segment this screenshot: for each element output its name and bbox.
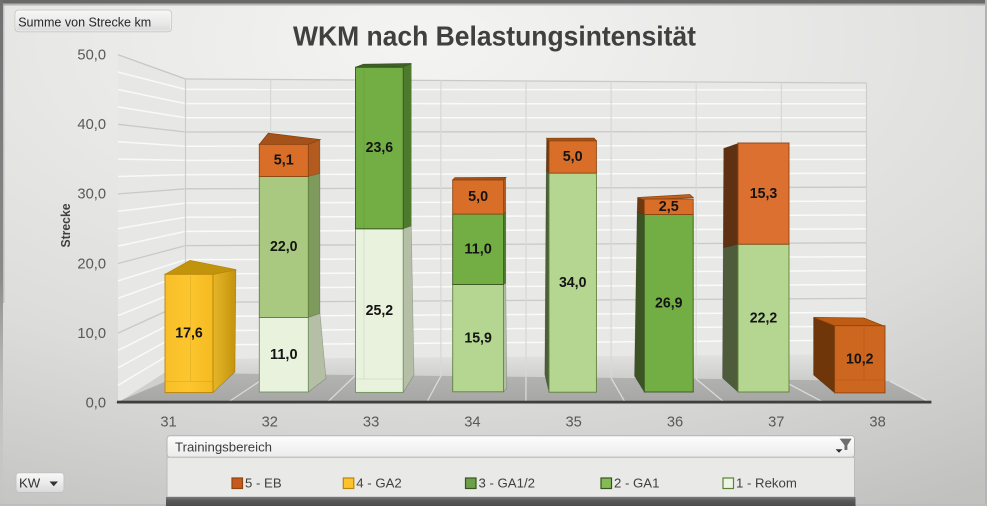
svg-text:32: 32 (262, 414, 278, 430)
svg-text:22,2: 22,2 (750, 309, 778, 326)
svg-text:35: 35 (566, 414, 582, 430)
svg-text:WKM nach Belastungsintensität: WKM nach Belastungsintensität (293, 21, 696, 52)
svg-text:KW: KW (19, 476, 41, 491)
svg-text:26,9: 26,9 (655, 294, 683, 311)
svg-text:40,0: 40,0 (77, 117, 106, 133)
svg-text:25,2: 25,2 (366, 302, 394, 319)
svg-text:2 - GA1: 2 - GA1 (614, 476, 659, 491)
svg-text:1 - Rekom: 1 - Rekom (736, 476, 797, 491)
svg-text:20,0: 20,0 (77, 256, 106, 272)
svg-text:10,2: 10,2 (846, 351, 874, 368)
svg-text:34,0: 34,0 (559, 274, 587, 291)
svg-text:37: 37 (768, 414, 784, 430)
svg-text:15,9: 15,9 (464, 329, 492, 346)
svg-text:4 - GA2: 4 - GA2 (356, 476, 401, 491)
svg-text:36: 36 (667, 414, 683, 430)
svg-text:50,0: 50,0 (77, 48, 106, 64)
svg-text:5,0: 5,0 (563, 148, 583, 165)
svg-text:22,0: 22,0 (270, 238, 298, 255)
svg-text:5,1: 5,1 (274, 152, 294, 169)
svg-text:Strecke: Strecke (58, 204, 73, 248)
svg-text:15,3: 15,3 (750, 185, 778, 202)
svg-text:2,5: 2,5 (659, 198, 679, 215)
svg-text:0,0: 0,0 (86, 396, 106, 412)
svg-text:11,0: 11,0 (464, 241, 492, 258)
svg-text:Trainingsbereich: Trainingsbereich (175, 439, 272, 454)
svg-text:38: 38 (869, 414, 885, 430)
svg-text:34: 34 (464, 414, 480, 430)
svg-text:3 - GA1/2: 3 - GA1/2 (479, 476, 535, 491)
svg-text:23,6: 23,6 (366, 139, 394, 156)
svg-text:11,0: 11,0 (270, 346, 298, 363)
svg-text:33: 33 (363, 414, 379, 430)
svg-text:31: 31 (160, 414, 176, 430)
svg-text:5 - EB: 5 - EB (245, 476, 282, 491)
svg-text:30,0: 30,0 (77, 187, 106, 203)
svg-text:10,0: 10,0 (77, 326, 106, 342)
svg-text:Summe von Strecke km: Summe von Strecke km (18, 14, 151, 29)
svg-text:17,6: 17,6 (175, 325, 203, 342)
svg-text:5,0: 5,0 (468, 188, 488, 205)
